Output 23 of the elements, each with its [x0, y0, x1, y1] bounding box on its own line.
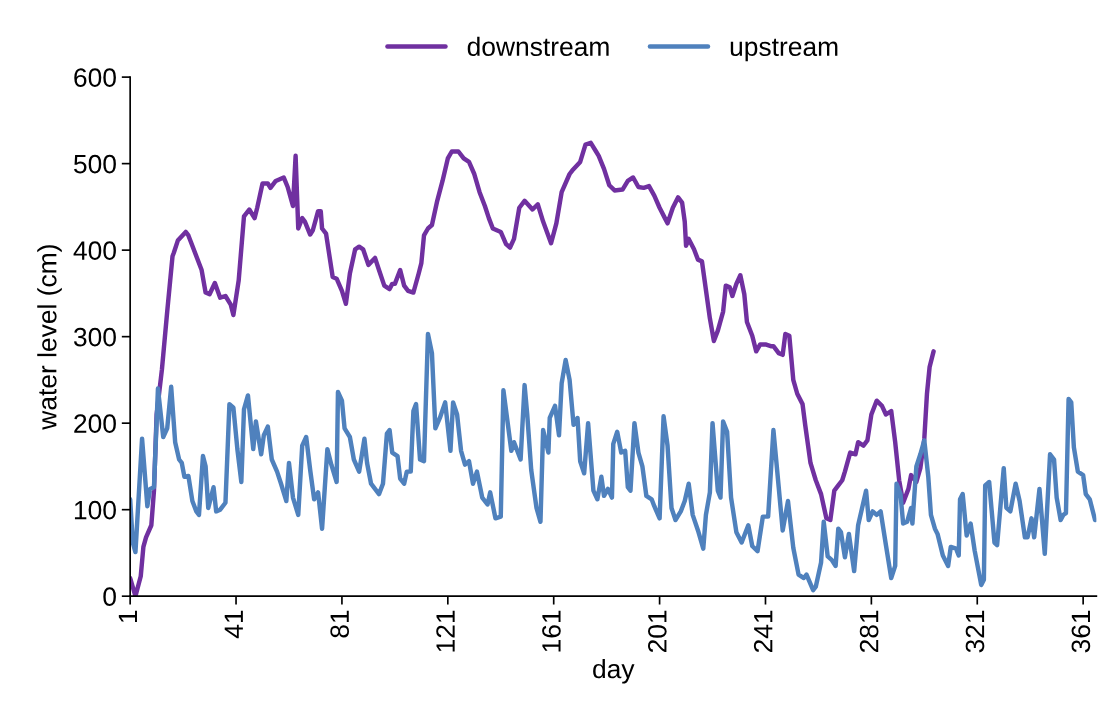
line-series [130, 140, 936, 597]
x-tick-label: 361 [1071, 610, 1091, 653]
x-tick-label: 321 [965, 610, 985, 653]
y-axis-title: water level (cm) [37, 245, 62, 430]
y-tick-label: 600 [74, 68, 116, 87]
y-tick-label: 400 [73, 241, 116, 260]
x-tick-label: 201 [647, 610, 667, 653]
y-tick-label: 200 [74, 414, 116, 433]
x-tick-label: 41 [224, 610, 243, 639]
y-tick-label: 100 [74, 500, 116, 520]
x-tick-label: 281 [859, 610, 879, 653]
legend-label: upstream [730, 38, 838, 62]
x-tick-label: 121 [436, 610, 455, 652]
x-tick-label: 1 [118, 610, 137, 623]
y-tick-label: 300 [73, 327, 116, 347]
legend-label: downstream [467, 36, 609, 57]
x-tick-label: 81 [330, 610, 350, 638]
x-tick-label: 241 [753, 610, 773, 653]
y-tick-label: 0 [103, 587, 116, 607]
y-tick-label: 500 [73, 154, 116, 174]
line-series [130, 331, 1097, 593]
x-tick-label: 161 [542, 610, 561, 652]
x-axis-title: day [593, 658, 635, 684]
